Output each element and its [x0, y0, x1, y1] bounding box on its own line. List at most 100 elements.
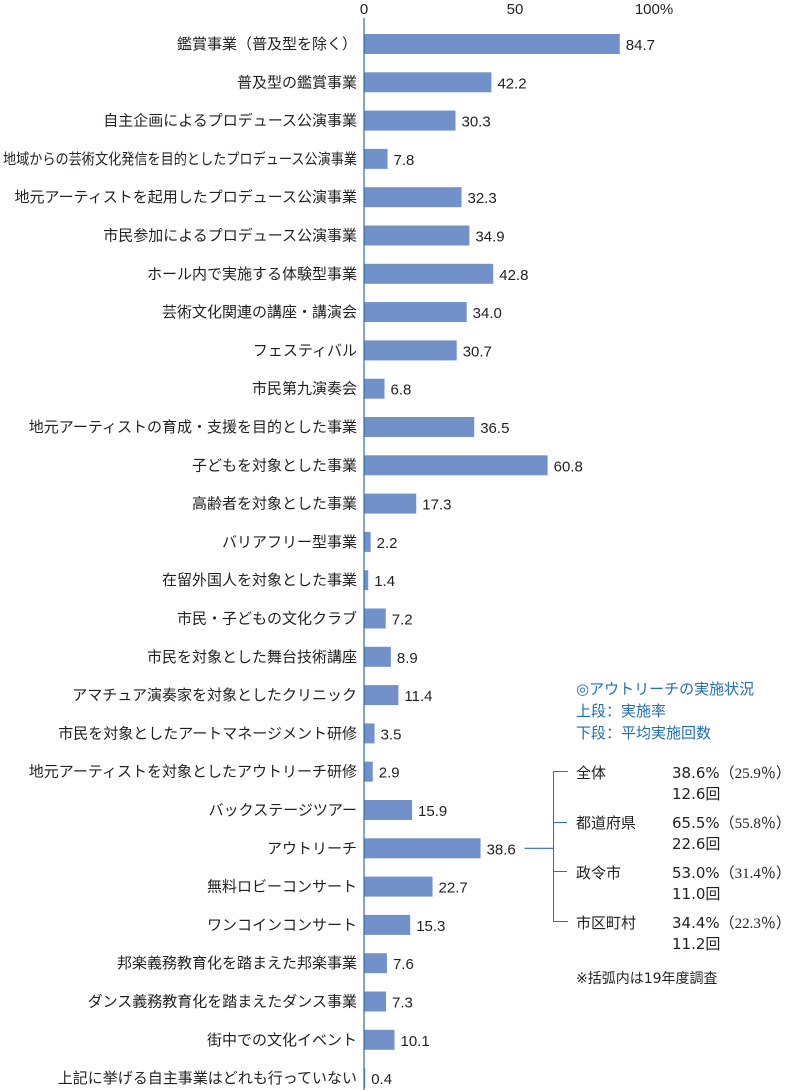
value-label: 2.2	[377, 535, 398, 552]
category-label: 市民を対象とした舞台技術講座	[147, 648, 357, 666]
outreach-row-name: 市区町村	[576, 914, 637, 932]
category-label: 市民を対象としたアートマネージメント研修	[58, 724, 357, 742]
bar	[364, 1029, 395, 1050]
bar	[364, 302, 467, 323]
outreach-row-values: 53.0%（31.4％） 11.0回	[672, 863, 791, 904]
value-label: 7.3	[392, 995, 413, 1012]
outreach-panel: ◎アウトリーチの実施状況 上段：実施率 下段：平均実施回数	[576, 678, 800, 744]
value-label: 0.4	[371, 1071, 392, 1088]
value-label: 34.0	[473, 305, 502, 322]
x-tick-label: 100%	[635, 1, 673, 18]
x-axis-ticks: 0 50 100%	[360, 1, 673, 18]
value-label: 15.9	[418, 803, 447, 820]
value-label: 38.6	[487, 841, 516, 858]
outreach-row-values: 34.4%（22.3％） 11.2回	[672, 913, 791, 954]
category-label: 街中での文化イベント	[207, 1031, 357, 1049]
category-label: 在留外国人を対象とした事業	[162, 571, 357, 589]
outreach-bracket-tick-3	[553, 871, 567, 872]
outreach-rate: 53.0%	[672, 864, 720, 882]
value-label: 2.9	[379, 765, 400, 782]
outreach-bracket-tick-2	[553, 822, 567, 823]
outreach-prev: （31.4％）	[719, 866, 791, 882]
category-label: 自主企画によるプロデュース公演事業	[103, 112, 357, 130]
category-label: アマチュア演奏家を対象としたクリニック	[72, 686, 357, 704]
category-label: ワンコインコンサート	[207, 916, 357, 934]
bar	[364, 761, 373, 782]
category-label: 地元アーティストの育成・支援を目的とした事業	[29, 418, 357, 436]
category-label: 市民・子どもの文化クラブ	[177, 610, 357, 628]
bar	[364, 914, 411, 935]
category-label: 市民第九演奏会	[252, 380, 357, 398]
bar	[364, 838, 481, 859]
outreach-rate: 38.6%	[672, 764, 720, 782]
outreach-row-name: 全体	[576, 764, 607, 782]
value-label: 7.2	[392, 612, 413, 629]
bar	[364, 876, 433, 897]
outreach-note: ※括弧内は19年度調査	[576, 971, 718, 987]
value-label: 1.4	[374, 573, 395, 590]
category-label: アウトリーチ	[267, 839, 357, 857]
outreach-prev: （25.9％）	[719, 766, 791, 782]
x-tick-label: 0	[360, 1, 368, 18]
value-label: 15.3	[416, 918, 445, 935]
bar	[364, 72, 492, 93]
bar	[364, 340, 457, 361]
category-label: 高齢者を対象とした事業	[192, 495, 357, 513]
bar	[364, 34, 620, 54]
bar	[364, 1068, 366, 1089]
outreach-rate: 34.4%	[672, 914, 720, 932]
category-labels: 鑑賞事業（普及型を除く） 普及型の鑑賞事業自主企画によるプロデュース公演事業地域か…	[3, 35, 357, 1087]
category-label: 邦楽義務教育化を踏まえた邦楽事業	[117, 954, 357, 972]
value-label: 30.3	[462, 114, 491, 131]
bar	[364, 110, 456, 131]
category-label: 普及型の鑑賞事業	[237, 73, 357, 91]
outreach-prev: （55.8％）	[719, 816, 791, 832]
outreach-prev: （22.3％）	[719, 916, 791, 932]
bar	[364, 225, 470, 246]
outreach-bracket	[553, 771, 568, 922]
bar	[364, 953, 387, 974]
bar	[364, 685, 399, 706]
category-label: 地元アーティストを起用したプロデュース公演事業	[15, 188, 357, 206]
value-label: 36.5	[480, 420, 509, 437]
value-label: 60.8	[554, 458, 583, 475]
value-label: 22.7	[439, 880, 468, 897]
category-label: 地域からの芸術文化発信を目的としたプロデュース公演事業	[3, 150, 357, 168]
category-label: ホール内で実施する体験型事業	[147, 265, 357, 283]
outreach-row-values: 65.5%（55.8％） 22.6回	[672, 813, 791, 854]
bar	[364, 455, 548, 476]
value-label: 3.5	[381, 726, 402, 743]
outreach-rate: 65.5%	[672, 814, 720, 832]
category-label: フェスティバル	[253, 341, 357, 359]
bar	[364, 800, 413, 820]
category-label: ダンス義務教育化を踏まえたダンス事業	[88, 993, 357, 1011]
bar	[364, 608, 386, 629]
category-label: 市民参加によるプロデュース公演事業	[103, 227, 357, 245]
bar	[364, 493, 417, 514]
value-label: 42.8	[499, 267, 528, 284]
category-label: 上記に挙げる自主事業はどれも行っていない	[58, 1069, 357, 1087]
outreach-panel-line2: 下段：平均実施回数	[576, 724, 712, 742]
bar	[364, 991, 387, 1012]
category-label: 芸術文化関連の講座・講演会	[162, 303, 357, 321]
bar	[364, 378, 385, 399]
category-label: 地元アーティストを対象としたアウトリーチ研修	[29, 763, 357, 781]
value-label: 34.9	[475, 229, 504, 246]
value-label: 10.1	[401, 1033, 430, 1050]
value-label: 7.6	[393, 956, 414, 973]
value-label: 42.2	[497, 75, 526, 92]
value-label: 84.7	[626, 37, 655, 54]
bars	[364, 34, 620, 1089]
outreach-row-name: 都道府県	[576, 814, 637, 832]
category-label: 子どもを対象とした事業	[192, 456, 357, 474]
outreach-panel-line1: 上段：実施率	[576, 702, 667, 720]
bar	[364, 570, 369, 591]
category-label: バックステージツアー	[209, 801, 357, 819]
value-label: 17.3	[422, 497, 451, 514]
value-label: 11.4	[404, 688, 432, 705]
x-tick-label: 50	[507, 1, 524, 18]
value-label: 32.3	[468, 190, 497, 207]
category-label: バリアフリー型事業	[222, 533, 357, 551]
value-labels: 84.7 42.2 30.3 7.8 32.3 34.9 42.8 34.0 30.7 6.8 36…	[371, 37, 655, 1088]
